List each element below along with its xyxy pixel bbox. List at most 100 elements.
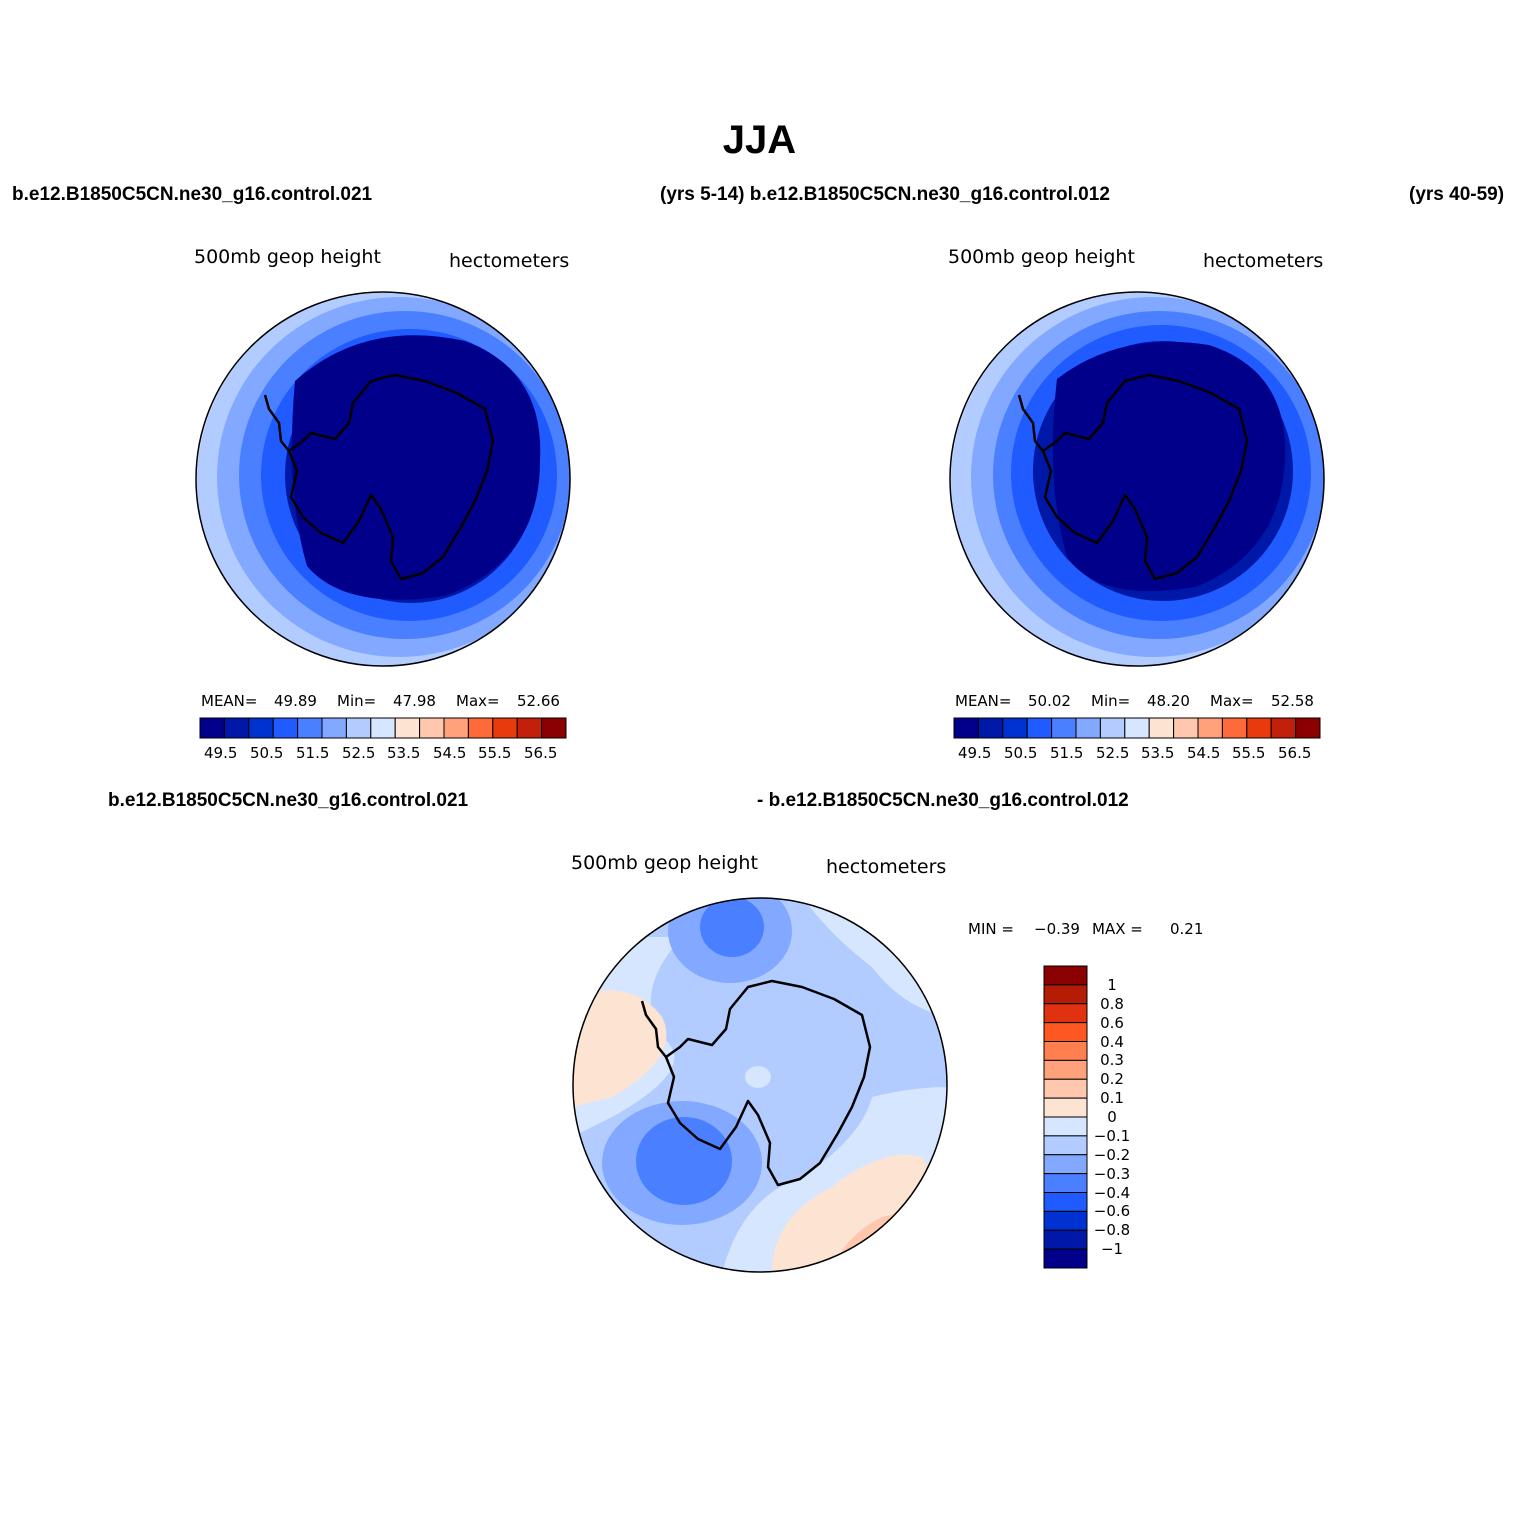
colorbar-swatch (199, 717, 225, 739)
colorbar-swatch (1043, 1135, 1088, 1156)
panel2-tick: 50.5 (1004, 744, 1038, 762)
colorbar-swatch (1043, 1229, 1088, 1250)
panel2-tick: 53.5 (1141, 744, 1175, 762)
colorbar-swatch (370, 717, 396, 739)
panel3-map (572, 897, 948, 1273)
panel2-antarctica-coastline (1041, 373, 1249, 581)
panel3-tick: −1 (1100, 1240, 1124, 1259)
panel3-contours (573, 898, 947, 1272)
panel2-tick: 55.5 (1232, 744, 1266, 762)
panel1-tick: 55.5 (478, 744, 512, 762)
panel2-mean-label: MEAN= (955, 692, 1012, 710)
panel3-max-label: MAX = (1092, 920, 1143, 938)
panel1-tick: 53.5 (387, 744, 421, 762)
panel2-min-value: 48.20 (1147, 692, 1190, 710)
panel2-peninsula (1017, 394, 1044, 452)
panel1-map-border (195, 291, 571, 667)
colorbar-swatch (248, 717, 274, 739)
colorbar-swatch (1043, 1192, 1088, 1212)
panel2-max-value: 52.58 (1271, 692, 1314, 710)
panel3-min-value: −0.39 (1034, 920, 1080, 938)
colorbar-swatch (1043, 1003, 1088, 1024)
colorbar-swatch (516, 717, 543, 739)
colorbar-swatch (321, 717, 347, 739)
panel1-min-value: 47.98 (393, 692, 436, 710)
panel1-min-label: Min= (337, 692, 377, 710)
colorbar-swatch (345, 717, 372, 739)
panel3-tick: 1 (1107, 975, 1117, 994)
panel1-variable-label: 500mb geop height (194, 246, 381, 268)
colorbar-swatch (1043, 984, 1088, 1005)
panel3-tick: 0.8 (1100, 994, 1124, 1013)
panel3-tick: 0 (1107, 1108, 1117, 1126)
panel3-min-label: MIN = (968, 920, 1014, 938)
panel2-tick: 52.5 (1096, 744, 1130, 762)
panel1-max-value: 52.66 (517, 692, 560, 710)
colorbar-swatch (1043, 965, 1088, 986)
colorbar-swatch (977, 717, 1004, 739)
panel2-max-label: Max= (1210, 692, 1254, 710)
panel3-variable-label: 500mb geop height (571, 852, 758, 874)
panel1-antarctica-coastline (287, 373, 495, 581)
panel3-colorbar (1043, 965, 1088, 1269)
panel3-tick: 0.2 (1100, 1070, 1124, 1089)
colorbar-swatch (1075, 717, 1101, 739)
colorbar-swatch (1043, 1059, 1088, 1080)
panel1-max-label: Max= (456, 692, 500, 710)
colorbar-swatch (1124, 717, 1150, 739)
colorbar-swatch (1295, 717, 1321, 739)
panel2-tick: 54.5 (1187, 744, 1221, 762)
panel3-peninsula (640, 1000, 667, 1058)
colorbar-swatch (394, 717, 421, 739)
colorbar-swatch (1099, 717, 1126, 739)
panel2-map-border (949, 291, 1325, 667)
figure-title: JJA (722, 118, 797, 162)
panel1-peninsula (263, 394, 290, 452)
panel3-tick: −0.6 (1093, 1202, 1131, 1221)
colorbar-swatch (1026, 717, 1053, 739)
panel3-tick: −0.3 (1093, 1164, 1131, 1183)
panel3-tick: −0.2 (1093, 1145, 1131, 1164)
colorbar-swatch (1043, 1041, 1088, 1061)
colorbar-swatch (1043, 1022, 1088, 1042)
colorbar-swatch (1173, 717, 1199, 739)
header-diff-a: b.e12.B1850C5CN.ne30_g16.control.021 (108, 790, 469, 811)
colorbar-swatch (1043, 1173, 1088, 1193)
panel3-tick: −0.4 (1093, 1183, 1131, 1202)
panel1-tick: 52.5 (342, 744, 376, 762)
colorbar-swatch (467, 717, 494, 739)
colorbar-swatch (1148, 717, 1175, 739)
panel1-tick: 51.5 (296, 744, 330, 762)
colorbar-swatch (443, 717, 469, 739)
panel3-max-value: 0.21 (1170, 920, 1204, 938)
panel3-tick: −0.1 (1093, 1126, 1131, 1145)
colorbar-swatch (1221, 717, 1248, 739)
panel1-tick: 50.5 (250, 744, 284, 762)
colorbar-swatch (953, 717, 979, 739)
colorbar-swatch (272, 717, 299, 739)
colorbar-swatch (419, 717, 445, 739)
colorbar-swatch (1002, 717, 1028, 739)
colorbar-swatch (492, 717, 518, 739)
panel2-contours (950, 292, 1324, 666)
panel2-map (949, 291, 1325, 667)
panel3-map-border (572, 897, 948, 1273)
panel2-units-label: hectometers (1203, 250, 1324, 272)
panel1-units-label: hectometers (449, 250, 570, 272)
header-diff-b: - b.e12.B1850C5CN.ne30_g16.control.012 (757, 790, 1129, 811)
colorbar-swatch (1043, 1210, 1088, 1231)
panel2-tick: 49.5 (958, 744, 992, 762)
panel3-tick: 0.6 (1100, 1013, 1124, 1032)
colorbar-swatch (1197, 717, 1223, 739)
panel1-colorbar (199, 717, 567, 739)
colorbar-swatch (1043, 1154, 1088, 1175)
panel1-tick: 49.5 (204, 744, 238, 762)
header-case-b: (yrs 5-14) b.e12.B1850C5CN.ne30_g16.cont… (660, 184, 1110, 205)
panel3-tick: 0.1 (1100, 1089, 1124, 1108)
colorbar-swatch (1051, 717, 1077, 739)
panel2-mean-value: 50.02 (1028, 692, 1071, 710)
panel1-tick: 54.5 (433, 744, 467, 762)
panel1-contours (196, 292, 570, 666)
colorbar-swatch (1043, 1097, 1088, 1118)
colorbar-swatch (1043, 1248, 1088, 1269)
